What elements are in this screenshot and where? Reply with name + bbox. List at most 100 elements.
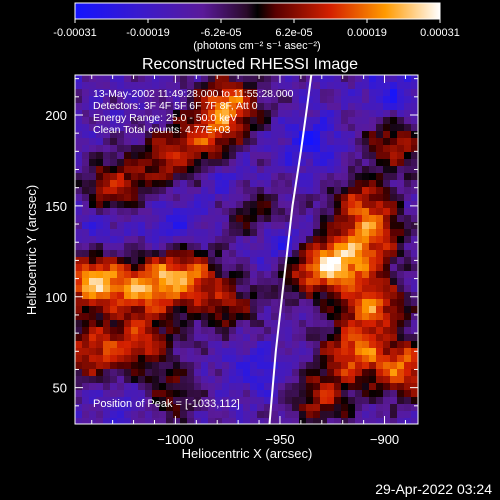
heatmap-cell: [299, 411, 307, 419]
heatmap-cell: [313, 222, 321, 230]
heatmap-cell: [236, 243, 244, 251]
heatmap-cell: [138, 397, 146, 405]
heatmap-cell: [145, 334, 153, 342]
heatmap-cell: [194, 320, 202, 328]
heatmap-cell: [327, 334, 335, 342]
heatmap-cell: [404, 313, 412, 321]
heatmap-cell: [201, 229, 209, 237]
heatmap-cell: [124, 250, 132, 258]
heatmap-cell: [397, 369, 405, 377]
heatmap-cell: [103, 411, 111, 419]
heatmap-cell: [348, 103, 356, 111]
heatmap-cell: [173, 285, 181, 293]
heatmap-cell: [250, 180, 258, 188]
heatmap-cell: [348, 208, 356, 216]
heatmap-cell: [75, 194, 83, 202]
heatmap-cell: [278, 138, 286, 146]
heatmap-cell: [404, 292, 412, 300]
heatmap-cell: [341, 243, 349, 251]
heatmap-cell: [187, 320, 195, 328]
heatmap-cell: [327, 404, 335, 412]
heatmap-cell: [327, 383, 335, 391]
heatmap-cell: [82, 138, 90, 146]
heatmap-cell: [110, 306, 118, 314]
heatmap-cell: [271, 313, 279, 321]
heatmap-cell: [348, 82, 356, 90]
heatmap-cell: [397, 334, 405, 342]
heatmap-cell: [145, 173, 153, 181]
heatmap-cell: [362, 348, 370, 356]
heatmap-cell: [341, 173, 349, 181]
heatmap-cell: [82, 201, 90, 209]
heatmap-cell: [96, 138, 104, 146]
heatmap-cell: [173, 320, 181, 328]
heatmap-cell: [117, 348, 125, 356]
heatmap-cell: [82, 152, 90, 160]
heatmap-cell: [208, 348, 216, 356]
heatmap-cell: [229, 362, 237, 370]
x-axis-label: Heliocentric X (arcsec): [182, 446, 313, 461]
heatmap-cell: [257, 215, 265, 223]
heatmap-cell: [355, 369, 363, 377]
heatmap-cell: [110, 236, 118, 244]
heatmap-cell: [201, 145, 209, 153]
heatmap-cell: [404, 411, 412, 419]
heatmap-cell: [131, 82, 139, 90]
heatmap-cell: [383, 201, 391, 209]
heatmap-cell: [166, 110, 174, 118]
heatmap-cell: [292, 348, 300, 356]
heatmap-cell: [229, 271, 237, 279]
heatmap-cell: [166, 243, 174, 251]
heatmap-cell: [229, 145, 237, 153]
heatmap-cell: [278, 404, 286, 412]
heatmap-cell: [355, 229, 363, 237]
heatmap-cell: [222, 292, 230, 300]
heatmap-cell: [376, 341, 384, 349]
heatmap-cell: [341, 208, 349, 216]
heatmap-cell: [194, 96, 202, 104]
heatmap-cell: [264, 250, 272, 258]
heatmap-cell: [201, 103, 209, 111]
heatmap-cell: [411, 180, 418, 188]
heatmap-cell: [369, 124, 377, 132]
heatmap-cell: [117, 285, 125, 293]
heatmap-cell: [271, 208, 279, 216]
heatmap-cell: [362, 292, 370, 300]
heatmap-cell: [138, 243, 146, 251]
heatmap-cell: [348, 355, 356, 363]
heatmap-cell: [383, 299, 391, 307]
heatmap-cell: [264, 243, 272, 251]
heatmap-cell: [383, 250, 391, 258]
x-tick-label: −900: [370, 432, 399, 447]
heatmap-cell: [334, 418, 342, 424]
heatmap-cell: [236, 348, 244, 356]
heatmap-cell: [362, 173, 370, 181]
heatmap-cell: [187, 201, 195, 209]
heatmap-cell: [208, 159, 216, 167]
heatmap-cell: [404, 278, 412, 286]
heatmap-cell: [278, 152, 286, 160]
heatmap-cell: [173, 299, 181, 307]
heatmap-cell: [173, 110, 181, 118]
heatmap-cell: [383, 152, 391, 160]
heatmap-cell: [362, 152, 370, 160]
heatmap-cell: [96, 243, 104, 251]
heatmap-cell: [383, 145, 391, 153]
heatmap-cell: [166, 89, 174, 97]
heatmap-cell: [243, 250, 251, 258]
heatmap-cell: [285, 75, 293, 83]
heatmap-cell: [362, 278, 370, 286]
heatmap-cell: [117, 278, 125, 286]
heatmap-cell: [243, 306, 251, 314]
heatmap-cell: [278, 173, 286, 181]
heatmap-cell: [285, 173, 293, 181]
heatmap-cell: [166, 320, 174, 328]
heatmap-cell: [173, 152, 181, 160]
heatmap-cell: [236, 215, 244, 223]
heatmap-cell: [334, 166, 342, 174]
heatmap-cell: [103, 201, 111, 209]
heatmap-cell: [411, 327, 418, 335]
heatmap-cell: [376, 320, 384, 328]
heatmap-cell: [390, 236, 398, 244]
heatmap-cell: [306, 166, 314, 174]
